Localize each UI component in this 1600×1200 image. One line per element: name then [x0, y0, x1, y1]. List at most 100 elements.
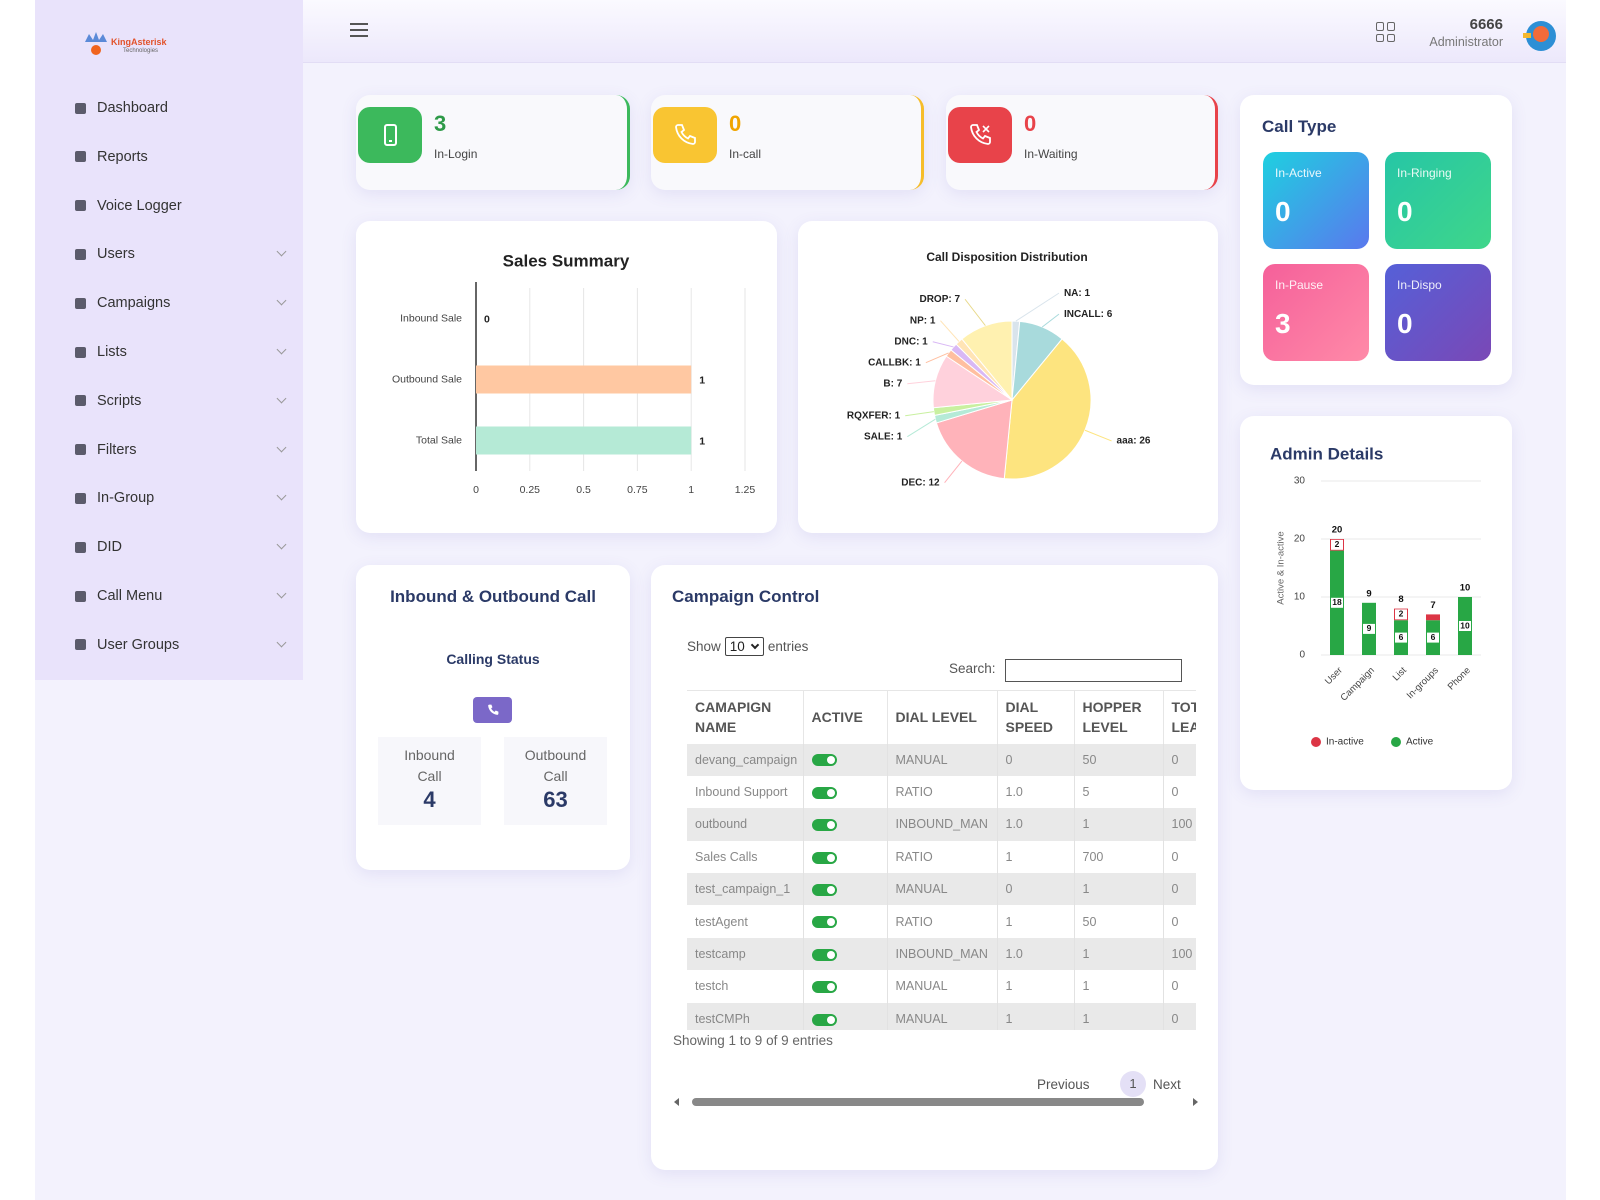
nav-item[interactable]: Reports — [75, 144, 295, 170]
nav-label: Reports — [97, 148, 148, 165]
table-row: test_campaign_1 MANUAL 0 1 0 — [687, 873, 1196, 906]
toggle[interactable] — [811, 948, 837, 961]
column-header[interactable]: TOTAL LEADS — [1163, 690, 1196, 744]
chevron — [276, 246, 287, 257]
table-row: devang_campaign MANUAL 0 50 0 — [687, 743, 1196, 776]
table-cell — [803, 873, 888, 906]
table-cell — [803, 775, 888, 809]
table-info: Showing 1 to 9 of 9 entries — [673, 1033, 833, 1048]
search-input[interactable] — [1005, 659, 1182, 682]
phone-button[interactable] — [473, 697, 512, 723]
table-cell: 1.0 — [997, 775, 1075, 809]
stat-card: 3 In-Login — [356, 95, 630, 190]
nav-icon — [75, 248, 86, 260]
toggle[interactable] — [811, 851, 837, 864]
tile-label: In-Pause — [1275, 278, 1324, 292]
apps-icon[interactable] — [1376, 22, 1396, 42]
nav-item[interactable]: User Groups — [75, 632, 295, 658]
toggle[interactable] — [811, 786, 837, 799]
table-cell: testcamp — [687, 937, 804, 971]
table-cell: Sales Calls — [687, 840, 804, 874]
sales-card — [356, 221, 777, 533]
io-box: Inbound Call 4 — [378, 737, 481, 825]
search-label: Search: — [949, 661, 996, 676]
nav-label: Filters — [97, 441, 137, 458]
table-cell — [803, 840, 888, 874]
nav-item[interactable]: Dashboard — [75, 95, 295, 121]
tile: In-Ringing 0 — [1385, 152, 1491, 249]
stat-label: In-call — [729, 147, 762, 161]
show-label: Show — [687, 639, 721, 654]
table-wrap: CAMAPIGN NAME ACTIVE DIAL LEVEL DIAL SPEED H… — [687, 690, 1196, 1030]
table-row: Sales Calls RATIO 1 700 0 — [687, 840, 1196, 874]
nav-item[interactable]: Lists — [75, 339, 295, 365]
column-header[interactable]: DIAL SPEED — [997, 690, 1075, 744]
admin-card — [1240, 416, 1512, 790]
nav-icon — [75, 639, 86, 651]
nav-item[interactable]: Users — [75, 241, 295, 267]
column-header[interactable]: ACTIVE — [803, 690, 888, 744]
column-header[interactable]: CAMAPIGN NAME — [687, 690, 804, 744]
table-cell: 1 — [1074, 937, 1164, 971]
table-cell: Inbound Support — [687, 775, 804, 809]
table-cell: 50 — [1074, 905, 1164, 938]
table-row: Inbound Support RATIO 1.0 5 0 — [687, 775, 1196, 809]
next-button[interactable]: Next — [1153, 1077, 1181, 1092]
column-header[interactable]: DIAL LEVEL — [887, 690, 998, 744]
table-row: testch MANUAL 1 1 0 — [687, 970, 1196, 1003]
card-title: Inbound & Outbound Call — [390, 587, 596, 606]
nav-item[interactable]: Filters — [75, 437, 295, 463]
toggle[interactable] — [811, 754, 837, 767]
logo-tagline: Technologies — [123, 48, 159, 54]
stat-label: In-Waiting — [1024, 147, 1078, 161]
nav-item[interactable]: DID — [75, 534, 295, 560]
toggle-knob — [826, 983, 835, 992]
table-cell: testAgent — [687, 905, 804, 938]
nav-label: Campaigns — [97, 295, 171, 312]
tile-value: 0 — [1275, 196, 1291, 227]
nav-label: Voice Logger — [97, 197, 182, 214]
stat-value: 0 — [1024, 111, 1037, 136]
card-title: Call Type — [1262, 117, 1337, 136]
table-cell: RATIO — [887, 905, 998, 938]
page-size-select[interactable]: 10 — [724, 637, 764, 656]
toggle[interactable] — [811, 1013, 837, 1026]
nav-item[interactable]: In-Group — [75, 485, 295, 511]
table-cell — [803, 808, 888, 841]
nav-icon — [75, 102, 86, 114]
nav-item[interactable]: Voice Logger — [75, 193, 295, 219]
io-label: Outbound Call — [524, 747, 587, 784]
table-cell: 50 — [1074, 743, 1164, 776]
toggle[interactable] — [811, 883, 837, 896]
h-scrollbar[interactable] — [673, 1095, 1203, 1109]
nav-label: Dashboard — [97, 100, 168, 116]
table-cell: MANUAL — [887, 743, 998, 776]
stat-card: 0 In-call — [651, 95, 924, 190]
table-cell: 5 — [1074, 775, 1164, 809]
toggle[interactable] — [811, 916, 837, 929]
table-row: testCMPh MANUAL 1 1 0 — [687, 1002, 1196, 1030]
io-value: 63 — [543, 787, 568, 812]
io-box: Outbound Call 63 — [504, 737, 607, 825]
table-cell: MANUAL — [887, 970, 998, 1003]
table-cell: 1.0 — [997, 808, 1075, 841]
nav-item[interactable]: Call Menu — [75, 583, 295, 609]
toggle[interactable] — [811, 981, 837, 994]
nav-item[interactable]: Scripts — [75, 388, 295, 414]
column-header[interactable]: HOPPER LEVEL — [1074, 690, 1164, 744]
toggle[interactable] — [811, 819, 837, 832]
nav-label: Lists — [97, 344, 127, 360]
prev-button[interactable]: Previous — [1037, 1077, 1090, 1092]
menu-toggle[interactable] — [350, 23, 368, 41]
table-cell: INBOUND_MAN — [887, 937, 998, 971]
table-cell: outbound — [687, 808, 804, 841]
avatar[interactable] — [1523, 19, 1557, 53]
toggle-knob — [826, 788, 835, 797]
toggle-knob — [826, 885, 835, 894]
toggle-knob — [826, 853, 835, 862]
nav-label: Users — [97, 246, 135, 263]
page-button[interactable]: 1 — [1120, 1071, 1146, 1097]
nav-item[interactable]: Campaigns — [75, 290, 295, 316]
